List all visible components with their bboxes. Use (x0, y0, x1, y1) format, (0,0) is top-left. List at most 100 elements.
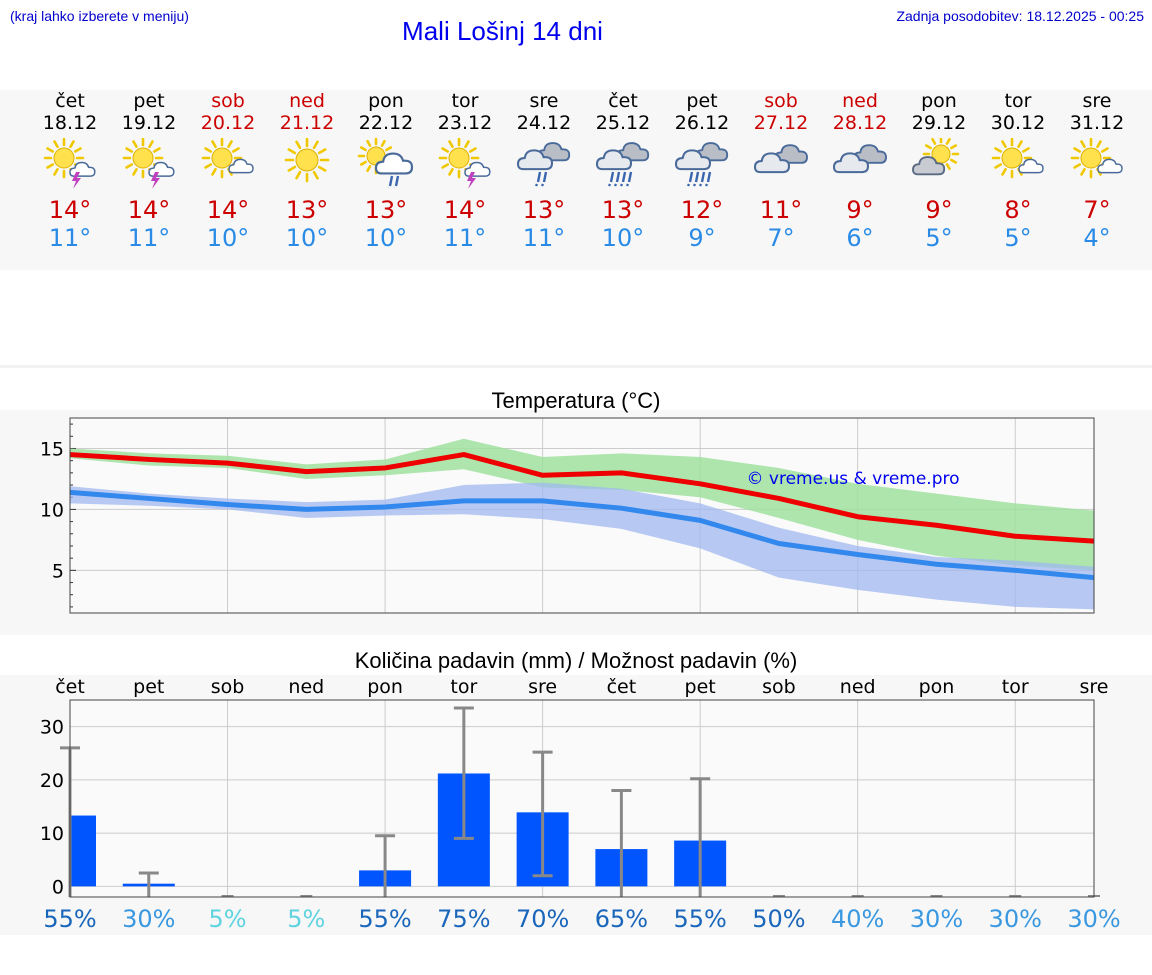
day-date: 22.12 (358, 112, 414, 134)
city-select-hint[interactable]: (kraj lahko izberete v meniju) (10, 8, 189, 24)
max-temperature: 13° (601, 196, 645, 224)
x-category-label: čet (55, 676, 85, 698)
precipitation-probability: 55% (673, 905, 726, 933)
max-temperature: 13° (364, 196, 408, 224)
day-name: sob (764, 90, 798, 112)
day-date: 19.12 (121, 112, 177, 134)
max-temperature: 14° (206, 196, 250, 224)
day-columns: čet 18.12 14° 11° pet 19.12 14° 11° sob 20.12 14° 1… (0, 90, 1152, 270)
page-title: Mali Lošinj 14 dni (402, 16, 603, 46)
day-date: 21.12 (279, 112, 335, 134)
max-temperature: 13° (285, 196, 329, 224)
day-column: sre 24.12 13° 11° (504, 90, 584, 252)
precipitation-probability: 30% (989, 905, 1042, 933)
max-temperature: 9° (925, 196, 953, 224)
x-category-label: sre (528, 676, 557, 698)
x-category-label: pet (685, 676, 716, 698)
day-column: čet 18.12 14° 11° (30, 90, 110, 252)
sun-small-cloud-icon (1070, 138, 1123, 179)
sun-behind-cloud-icon (912, 138, 960, 176)
min-temperature: 6° (846, 224, 874, 252)
min-temperature: 7° (767, 224, 795, 252)
day-date: 29.12 (911, 112, 967, 134)
day-column: tor 30.12 8° 5° (978, 90, 1058, 252)
day-date: 23.12 (437, 112, 493, 134)
max-temperature: 9° (846, 196, 874, 224)
precipitation-bar (70, 815, 96, 887)
divider (0, 365, 1152, 368)
day-date: 28.12 (832, 112, 888, 134)
min-temperature: 11° (522, 224, 566, 252)
day-name: pon (368, 90, 404, 112)
day-date: 25.12 (595, 112, 651, 134)
precipitation-probability: 40% (831, 905, 884, 933)
cloud-icon (832, 144, 887, 174)
min-temperature: 5° (925, 224, 953, 252)
sun-cloud-thunder-icon (122, 138, 175, 188)
x-category-label: sob (762, 676, 796, 698)
min-temperature: 4° (1083, 224, 1111, 252)
plot-area (70, 700, 1094, 897)
precipitation-probability: 30% (910, 905, 963, 933)
day-name: pet (133, 90, 165, 112)
x-category-label: sob (211, 676, 245, 698)
day-date: 18.12 (42, 112, 98, 134)
day-name: pon (921, 90, 957, 112)
precipitation-probability: 65% (595, 905, 648, 933)
x-category-label: sre (1080, 676, 1109, 698)
max-temperature: 14° (127, 196, 171, 224)
sun-small-cloud-icon (991, 138, 1044, 179)
sun-cloud-thunder-icon (43, 138, 96, 188)
x-category-label: pon (919, 676, 955, 698)
day-column: pon 22.12 13° 10° (346, 90, 426, 252)
precipitation-probability: 70% (516, 905, 569, 933)
x-category-label: ned (288, 676, 324, 698)
cloud-heavy-rain-icon (674, 142, 729, 187)
precipitation-chart-title: Količina padavin (mm) / Možnost padavin … (354, 648, 798, 673)
watermark: © vreme.us & vreme.pro (746, 469, 959, 489)
day-name: sob (211, 90, 245, 112)
plot-frame (69, 417, 1095, 614)
day-column: tor 23.12 14° 11° (425, 90, 505, 252)
precipitation-probability: 55% (43, 905, 96, 933)
max-temperature: 14° (48, 196, 92, 224)
day-date: 26.12 (674, 112, 730, 134)
day-column: pet 19.12 14° 11° (109, 90, 189, 252)
precipitation-probability: 30% (1067, 905, 1120, 933)
day-name: pet (686, 90, 718, 112)
max-temperature: 11° (759, 196, 803, 224)
day-column: sob 20.12 14° 10° (188, 90, 268, 252)
day-column: pet 26.12 12° 9° (662, 90, 742, 252)
day-date: 30.12 (990, 112, 1046, 134)
day-name: tor (1004, 90, 1032, 112)
y-tick-label: 10 (40, 499, 64, 521)
min-temperature: 11° (127, 224, 171, 252)
x-category-label: čet (607, 676, 637, 698)
precipitation-probability: 30% (122, 905, 175, 933)
day-name: čet (55, 90, 85, 112)
day-column: pon 29.12 9° 5° (899, 90, 979, 252)
min-temperature: 11° (48, 224, 92, 252)
min-temperature: 10° (601, 224, 645, 252)
max-temperature-line (69, 452, 1095, 544)
sun-small-cloud-icon (201, 138, 254, 179)
day-column: sob 27.12 11° 7° (741, 90, 821, 252)
x-category-label: pet (133, 676, 164, 698)
x-category-label: tor (450, 676, 477, 698)
max-temperature: 12° (680, 196, 724, 224)
precipitation-chart: 0 10 20 30 čet pet sob ned pon tor sre čet pet sob ned… (40, 676, 1121, 933)
precipitation-probability: 5% (287, 905, 325, 933)
day-column: ned 21.12 13° 10° (267, 90, 347, 252)
day-name: ned (289, 90, 325, 112)
max-temperature: 13° (522, 196, 566, 224)
min-temperature: 11° (443, 224, 487, 252)
day-name: sre (1082, 90, 1112, 112)
sun-cloud-rain-icon (357, 138, 414, 188)
x-category-label: pon (367, 676, 403, 698)
day-column: čet 25.12 13° 10° (583, 90, 663, 252)
day-column: ned 28.12 9° 6° (820, 90, 900, 252)
min-temperature-line (69, 489, 1095, 581)
y-tick-label: 10 (40, 823, 64, 845)
min-temperature: 10° (285, 224, 329, 252)
day-date: 31.12 (1069, 112, 1125, 134)
